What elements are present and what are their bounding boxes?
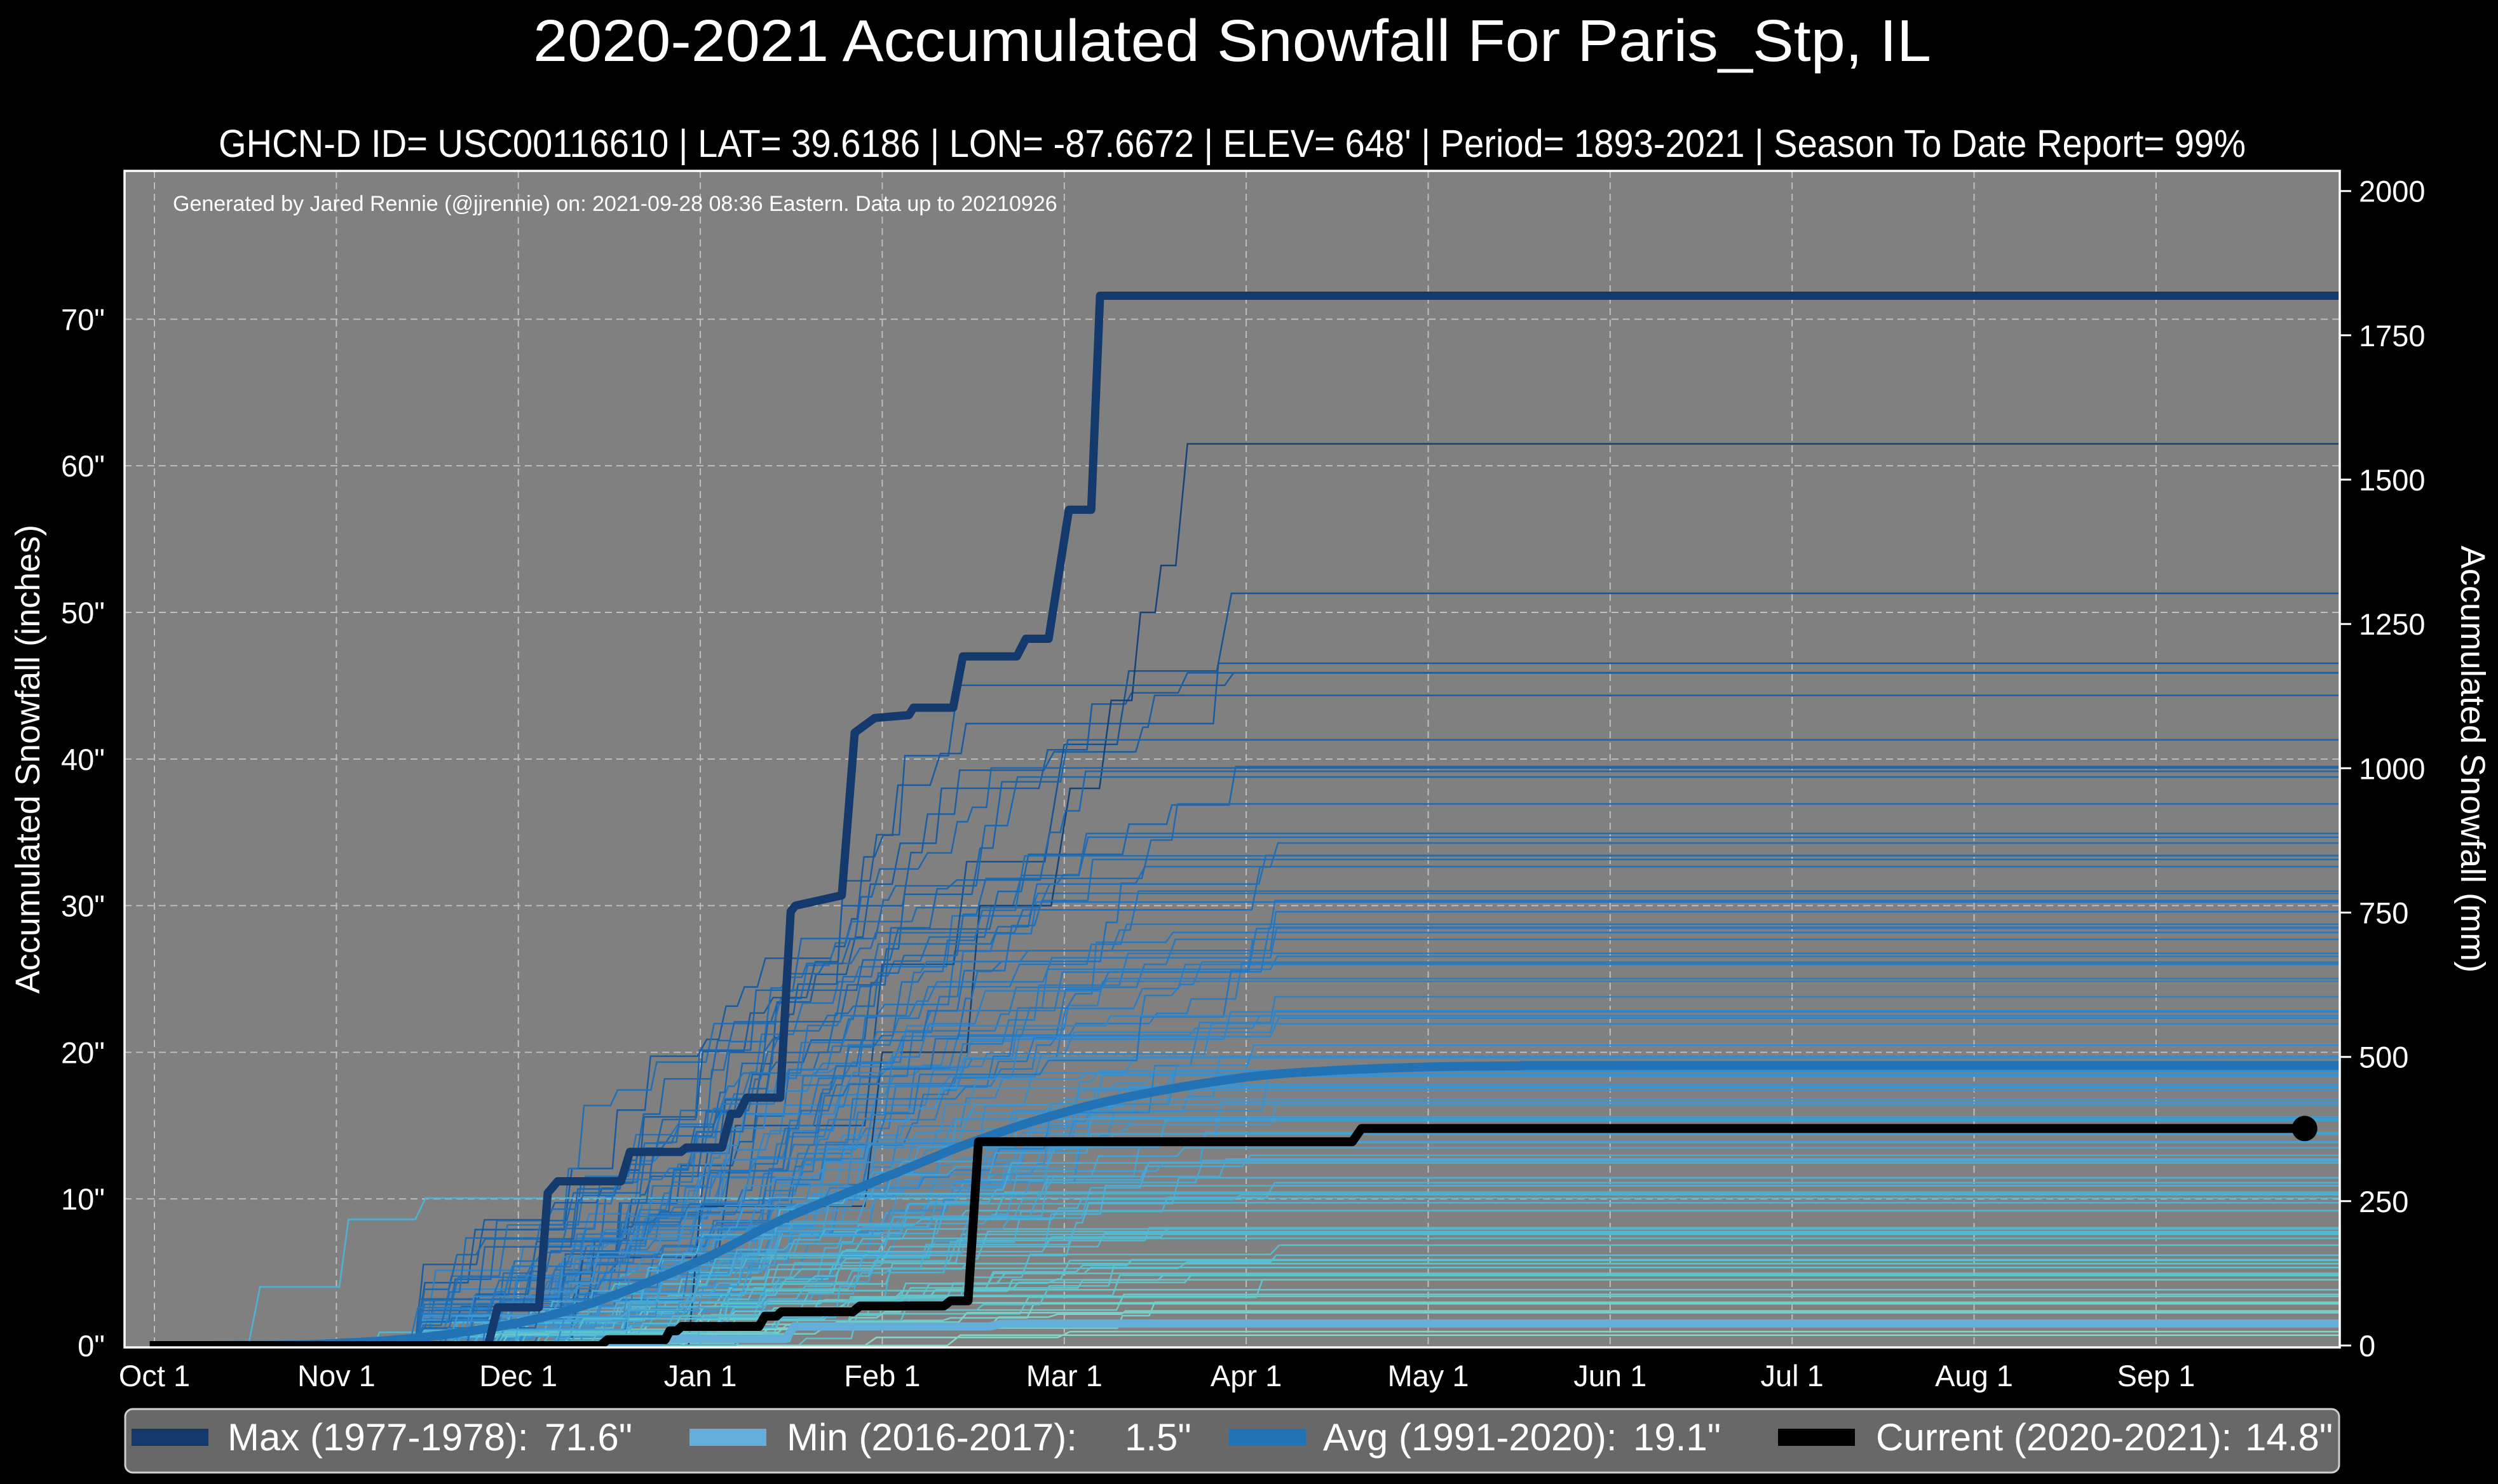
svg-text:2000: 2000 xyxy=(2359,175,2426,208)
svg-text:14.8": 14.8" xyxy=(2245,1416,2333,1459)
svg-text:Aug 1: Aug 1 xyxy=(1935,1359,2013,1393)
svg-text:Min (2016-2017):: Min (2016-2017): xyxy=(787,1416,1077,1459)
svg-text:250: 250 xyxy=(2359,1185,2408,1218)
svg-text:750: 750 xyxy=(2359,896,2408,930)
svg-text:Mar 1: Mar 1 xyxy=(1026,1359,1103,1393)
svg-text:Apr 1: Apr 1 xyxy=(1211,1359,1282,1393)
svg-text:Oct 1: Oct 1 xyxy=(119,1359,190,1393)
svg-text:50": 50" xyxy=(61,596,105,630)
svg-text:Jan 1: Jan 1 xyxy=(664,1359,737,1393)
svg-text:30": 30" xyxy=(61,889,105,923)
svg-text:71.6": 71.6" xyxy=(545,1416,632,1459)
svg-text:Sep 1: Sep 1 xyxy=(2117,1359,2195,1393)
svg-text:Feb 1: Feb 1 xyxy=(844,1359,920,1393)
svg-text:1000: 1000 xyxy=(2359,752,2426,785)
svg-text:1750: 1750 xyxy=(2359,319,2426,353)
svg-text:1500: 1500 xyxy=(2359,463,2426,497)
svg-text:40": 40" xyxy=(61,743,105,776)
svg-text:Generated by Jared Rennie (@jj: Generated by Jared Rennie (@jjrennie) on… xyxy=(173,192,1057,216)
svg-text:10": 10" xyxy=(61,1182,105,1216)
svg-text:Accumulated Snowfall (mm): Accumulated Snowfall (mm) xyxy=(2454,546,2492,973)
svg-text:500: 500 xyxy=(2359,1041,2408,1074)
svg-text:0": 0" xyxy=(78,1329,105,1363)
svg-text:May 1: May 1 xyxy=(1388,1359,1469,1393)
svg-text:Current (2020-2021):: Current (2020-2021): xyxy=(1876,1416,2232,1459)
svg-text:Jul 1: Jul 1 xyxy=(1761,1359,1824,1393)
svg-text:1250: 1250 xyxy=(2359,607,2426,641)
svg-text:60": 60" xyxy=(61,449,105,483)
svg-text:Jun 1: Jun 1 xyxy=(1573,1359,1646,1393)
svg-text:Avg (1991-2020):: Avg (1991-2020): xyxy=(1323,1416,1617,1459)
svg-text:2020-2021 Accumulated Snowfall: 2020-2021 Accumulated Snowfall For Paris… xyxy=(533,8,1931,74)
svg-text:1.5": 1.5" xyxy=(1125,1416,1191,1459)
svg-text:Max (1977-1978):: Max (1977-1978): xyxy=(227,1416,529,1459)
svg-text:19.1": 19.1" xyxy=(1633,1416,1721,1459)
svg-text:Accumulated Snowfall (inches): Accumulated Snowfall (inches) xyxy=(9,525,47,994)
svg-text:Dec 1: Dec 1 xyxy=(479,1359,557,1393)
svg-text:0: 0 xyxy=(2359,1329,2375,1363)
svg-text:70": 70" xyxy=(61,302,105,336)
svg-text:Nov 1: Nov 1 xyxy=(297,1359,376,1393)
svg-text:GHCN-D ID= USC00116610 | LAT=: GHCN-D ID= USC00116610 | LAT= 39.6186 | … xyxy=(219,122,2246,165)
svg-text:20": 20" xyxy=(61,1035,105,1069)
